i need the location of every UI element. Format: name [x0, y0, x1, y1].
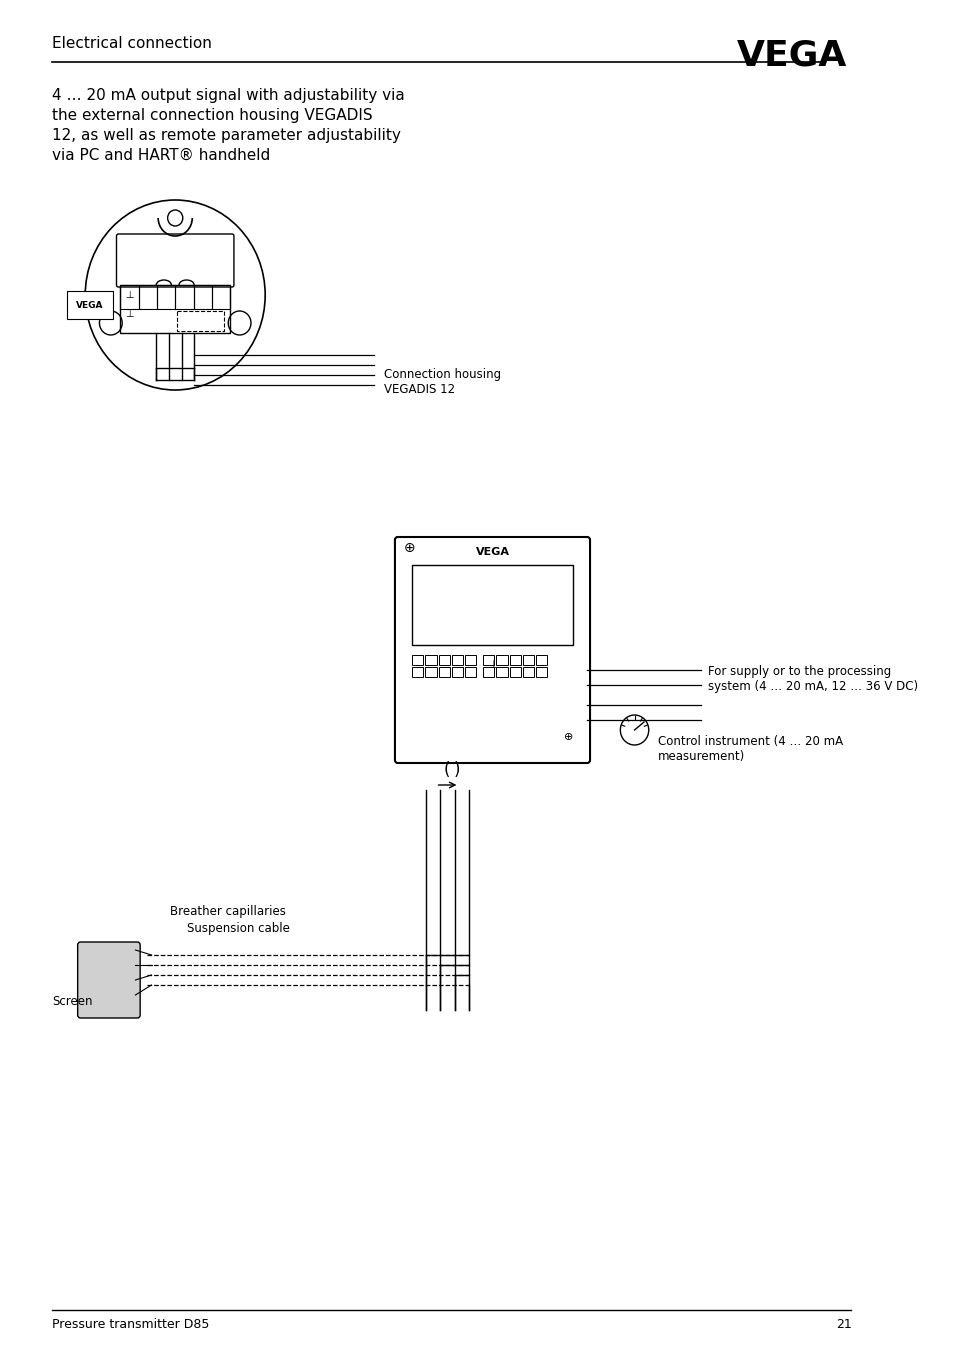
Text: Breather capillaries: Breather capillaries	[171, 904, 286, 918]
Bar	[412, 667, 423, 677]
Bar	[452, 654, 462, 665]
Text: ⊕: ⊕	[563, 731, 573, 742]
Text: 4 … 20 mA output signal with adjustability via: 4 … 20 mA output signal with adjustabili…	[52, 88, 404, 103]
Text: ⊥: ⊥	[125, 310, 133, 319]
Text: ): )	[453, 761, 459, 779]
Text: via PC and HART® handheld: via PC and HART® handheld	[52, 147, 270, 164]
Bar	[120, 285, 138, 310]
Text: VEGA: VEGA	[475, 548, 509, 557]
Bar	[177, 311, 224, 331]
Bar	[438, 654, 450, 665]
Text: VEGA: VEGA	[737, 38, 847, 72]
Text: Suspension cable: Suspension cable	[187, 922, 289, 936]
Text: Electrical connection: Electrical connection	[52, 37, 212, 51]
Text: ⊥: ⊥	[125, 289, 133, 300]
Bar	[482, 654, 494, 665]
Text: 21: 21	[835, 1318, 850, 1330]
Bar	[212, 285, 230, 310]
Bar	[412, 654, 423, 665]
Text: the external connection housing VEGADIS: the external connection housing VEGADIS	[52, 108, 373, 123]
Text: ⊕: ⊕	[403, 541, 415, 556]
Bar	[156, 285, 175, 310]
Bar	[536, 654, 547, 665]
Bar	[452, 667, 462, 677]
Bar	[464, 654, 476, 665]
Bar	[536, 667, 547, 677]
Bar	[522, 654, 534, 665]
Bar	[438, 667, 450, 677]
Text: 12, as well as remote parameter adjustability: 12, as well as remote parameter adjustab…	[52, 128, 400, 143]
Bar	[425, 667, 436, 677]
Bar	[482, 667, 494, 677]
Text: VEGA: VEGA	[76, 300, 104, 310]
Text: For supply or to the processing
system (4 … 20 mA, 12 … 36 V DC): For supply or to the processing system (…	[708, 665, 918, 694]
FancyBboxPatch shape	[77, 942, 140, 1018]
Bar	[412, 565, 573, 645]
Bar	[425, 654, 436, 665]
Text: Control instrument (4 … 20 mA
measurement): Control instrument (4 … 20 mA measuremen…	[658, 735, 842, 763]
Bar	[464, 667, 476, 677]
Bar	[509, 654, 520, 665]
Text: (: (	[443, 761, 450, 779]
Bar	[496, 667, 507, 677]
Bar	[193, 285, 212, 310]
Bar	[175, 285, 193, 310]
Text: Screen: Screen	[52, 995, 92, 1009]
Bar	[138, 285, 156, 310]
Bar	[496, 654, 507, 665]
Bar	[509, 667, 520, 677]
Text: Pressure transmitter D85: Pressure transmitter D85	[52, 1318, 210, 1330]
Text: ⊥: ⊥	[487, 660, 497, 671]
Text: Connection housing
VEGADIS 12: Connection housing VEGADIS 12	[383, 368, 500, 396]
Bar	[522, 667, 534, 677]
Bar	[120, 285, 230, 333]
